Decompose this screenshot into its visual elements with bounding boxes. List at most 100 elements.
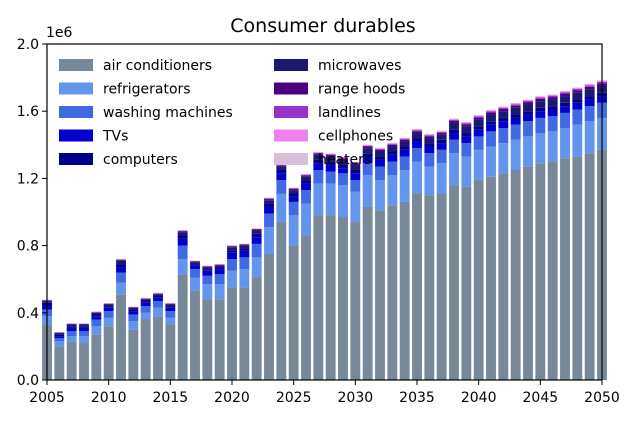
- bar-segment: [387, 146, 397, 151]
- bar-segment: [572, 99, 582, 102]
- bar-segment: [498, 111, 508, 118]
- bar-segment: [412, 141, 422, 148]
- bar-segment: [104, 304, 114, 305]
- bar-segment: [535, 111, 545, 118]
- bar-segment: [535, 108, 545, 111]
- bar-segment: [153, 294, 163, 296]
- legend-item: computers: [59, 152, 178, 168]
- x-tick-label: 2025: [276, 390, 312, 406]
- bar-segment: [535, 118, 545, 133]
- bar-segment: [585, 84, 595, 85]
- bar-segment: [375, 160, 385, 167]
- bar-segment: [165, 306, 175, 308]
- bar-segment: [498, 107, 508, 108]
- bar-segment: [498, 121, 508, 128]
- bar-segment: [276, 194, 286, 223]
- bar-segment: [67, 336, 77, 341]
- bar-segment: [572, 89, 582, 90]
- bar-segment: [548, 110, 558, 117]
- bar-segment: [449, 121, 459, 123]
- bar-segment: [412, 138, 422, 141]
- bar-segment: [474, 126, 484, 129]
- bar-segment: [178, 231, 188, 232]
- legend-swatch: [59, 130, 93, 142]
- bar-segment: [178, 246, 188, 259]
- bar-segment: [239, 251, 249, 258]
- bar-segment: [523, 121, 533, 136]
- bar-segment: [437, 133, 447, 135]
- bar-segment: [548, 99, 558, 106]
- bar-segment: [511, 170, 521, 380]
- bar-segment: [227, 246, 237, 247]
- bar-segment: [301, 190, 311, 203]
- bar-segment: [535, 96, 545, 97]
- x-tick-label: 2030: [338, 390, 374, 406]
- bar-segment: [363, 207, 373, 380]
- bar-segment: [572, 103, 582, 110]
- bar-segment: [239, 288, 249, 380]
- bar-segment: [276, 222, 286, 380]
- bar-segment: [585, 89, 595, 96]
- bar-segment: [128, 321, 138, 329]
- bar-segment: [412, 130, 422, 131]
- bar-segment: [239, 269, 249, 287]
- bar-segment: [412, 133, 422, 138]
- bar-segment: [412, 129, 422, 130]
- bar-segment: [424, 135, 434, 136]
- bar-segment: [400, 146, 410, 149]
- bar-segment: [104, 304, 114, 306]
- bar-segment: [116, 260, 126, 261]
- x-tick-label: 2045: [523, 390, 559, 406]
- bar-segment: [511, 140, 521, 170]
- bar-segment: [202, 299, 212, 380]
- bar-segment: [239, 257, 249, 269]
- bar-segment: [215, 269, 225, 274]
- legend-swatch: [274, 59, 308, 71]
- bar-segment: [449, 120, 459, 121]
- legend-label: cellphones: [318, 129, 393, 145]
- bar-segment: [116, 267, 126, 272]
- bar-segment: [190, 266, 200, 269]
- bar-segment: [449, 185, 459, 380]
- bar-segment: [252, 229, 262, 230]
- bar-segment: [511, 108, 521, 115]
- bar-segment: [387, 145, 397, 147]
- legend-swatch: [59, 59, 93, 71]
- bar-segment: [116, 259, 126, 260]
- legend-swatch: [59, 83, 93, 95]
- bar-segment: [486, 110, 496, 111]
- legend-item: cellphones: [274, 129, 393, 145]
- bar-segment: [264, 214, 274, 227]
- bar-segment: [128, 314, 138, 321]
- bar-segment: [535, 97, 545, 98]
- bar-segment: [572, 157, 582, 380]
- bar-segment: [338, 217, 348, 380]
- bar-segment: [523, 104, 533, 111]
- bar-segment: [474, 136, 484, 149]
- bar-segment: [363, 145, 373, 146]
- legend-swatch: [274, 83, 308, 95]
- bar-segment: [400, 202, 410, 380]
- bar-segment: [116, 272, 126, 282]
- bar-segment: [523, 136, 533, 166]
- bar-segment: [437, 163, 447, 193]
- legend-item: landlines: [274, 105, 381, 121]
- y-axis-offset-label: 1e6: [46, 25, 73, 41]
- bar-segment: [400, 140, 410, 142]
- bar-segment: [437, 194, 447, 380]
- bar-segment: [437, 140, 447, 143]
- bar-segment: [498, 143, 508, 173]
- bar-segment: [326, 215, 336, 380]
- x-tick-label: 2035: [399, 390, 435, 406]
- bar-segment: [375, 152, 385, 157]
- bar-segment: [276, 180, 286, 193]
- bar-segment: [461, 126, 471, 133]
- legend-swatch: [274, 106, 308, 118]
- bar-segment: [486, 131, 496, 146]
- bar-segment: [424, 138, 434, 143]
- bar-segment: [264, 227, 274, 254]
- bar-segment: [412, 148, 422, 161]
- bar-segment: [572, 88, 582, 89]
- bar-segment: [375, 167, 385, 180]
